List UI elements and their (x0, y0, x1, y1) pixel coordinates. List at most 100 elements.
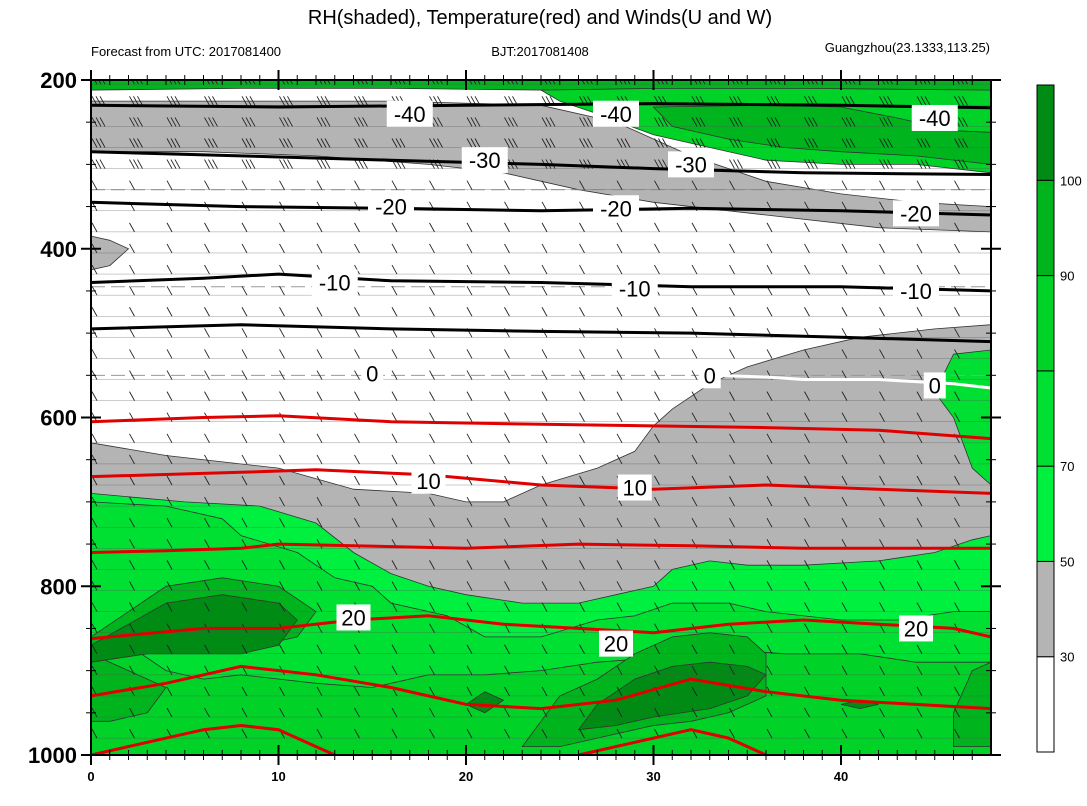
wind-barb (131, 80, 135, 85)
contour-label-8: -10 (319, 271, 351, 296)
wind-barb (358, 96, 364, 106)
wind-barb (241, 496, 248, 507)
wind-barb (879, 96, 885, 106)
wind-barb (504, 496, 510, 507)
wind-barb (174, 138, 181, 148)
wind-barb (841, 602, 848, 612)
wind-barb (504, 433, 510, 444)
wind-barb (358, 138, 364, 148)
wind-barb (204, 454, 210, 465)
wind-barb (241, 560, 248, 570)
wind-barb (841, 264, 848, 275)
wind-barb (766, 475, 773, 486)
wind-barb (204, 159, 210, 169)
wind-barb (579, 222, 585, 233)
contour-label-14: 10 (416, 469, 440, 494)
wind-barb (137, 159, 143, 169)
wind-barb (429, 665, 435, 676)
wind-barb (208, 96, 214, 106)
wind-barb (954, 539, 960, 549)
wind-barb (129, 117, 135, 127)
y-tick-label-2: 600 (40, 406, 77, 431)
wind-barb (283, 159, 289, 169)
wind-barb (579, 728, 585, 739)
wind-barb (316, 222, 323, 233)
wind-barb (845, 117, 852, 127)
wind-barb (241, 454, 248, 465)
wind-barb (1000, 160, 1005, 169)
colorbar-bin-4 (1036, 275, 1055, 372)
contour-label-3: -30 (469, 148, 501, 173)
wind-barb (579, 117, 585, 127)
wind-barb (241, 686, 248, 697)
wind-barb (694, 80, 698, 85)
wind-barb (804, 222, 810, 233)
wind-barb (241, 180, 248, 190)
wind-barb (579, 349, 585, 359)
wind-barb (954, 96, 960, 106)
wind-barb (954, 349, 960, 359)
wind-barb (316, 686, 323, 697)
wind-barb (916, 475, 923, 486)
wind-barb (316, 243, 323, 254)
wind-barb (920, 96, 927, 106)
wind-barb (879, 707, 885, 718)
wind-barb (212, 117, 218, 127)
wind-barb (654, 117, 660, 127)
wind-barb (391, 517, 398, 528)
wind-barb (916, 412, 923, 422)
wind-barb (129, 581, 135, 591)
temp-contour-4 (91, 323, 991, 344)
wind-barb (316, 475, 323, 486)
wind-barb (695, 117, 702, 127)
wind-barb (804, 243, 810, 254)
wind-barb (354, 475, 360, 486)
wind-barb (241, 349, 248, 359)
wind-barb (879, 728, 885, 739)
wind-barb (504, 138, 510, 148)
wind-barb (91, 180, 98, 190)
wind-barb (466, 285, 473, 296)
wind-barb (354, 454, 360, 465)
wind-barb (992, 392, 997, 401)
wind-barb (887, 159, 893, 169)
wind-barb (841, 117, 848, 127)
wind-barb (429, 285, 435, 296)
wind-barb (204, 475, 210, 486)
wind-barb (316, 159, 323, 169)
wind-barb (733, 159, 739, 169)
wind-barb (616, 180, 623, 190)
wind-barb (208, 117, 214, 127)
wind-barb (962, 159, 968, 169)
wind-barb (729, 454, 735, 465)
wind-barb (766, 138, 773, 148)
wind-barb (279, 454, 285, 465)
wind-barb (691, 560, 698, 570)
wind-barb (435, 80, 439, 85)
wind-barb (658, 117, 664, 127)
wind-barb (992, 223, 997, 232)
wind-barb (204, 96, 210, 106)
wind-barb (504, 117, 510, 127)
wind-barb (241, 159, 248, 169)
wind-barb (204, 496, 210, 507)
wind-barb (916, 138, 923, 148)
wind-barb (170, 117, 177, 127)
wind-barb (624, 138, 631, 148)
wind-barb (204, 560, 210, 570)
wind-barb (919, 80, 923, 85)
wind-barb (166, 707, 173, 718)
wind-barb (241, 707, 248, 718)
wind-barb (324, 117, 331, 127)
wind-barb (249, 159, 256, 169)
wind-barb (354, 222, 360, 233)
wind-barb (204, 285, 210, 296)
colorbar-bin-0 (1036, 656, 1055, 753)
wind-barb (804, 686, 810, 697)
wind-barb (466, 560, 473, 570)
wind-barb (804, 728, 810, 739)
wind-barb (466, 454, 473, 465)
wind-barb (770, 138, 777, 148)
wind-barb (804, 454, 810, 465)
temperature-contours (91, 102, 991, 755)
